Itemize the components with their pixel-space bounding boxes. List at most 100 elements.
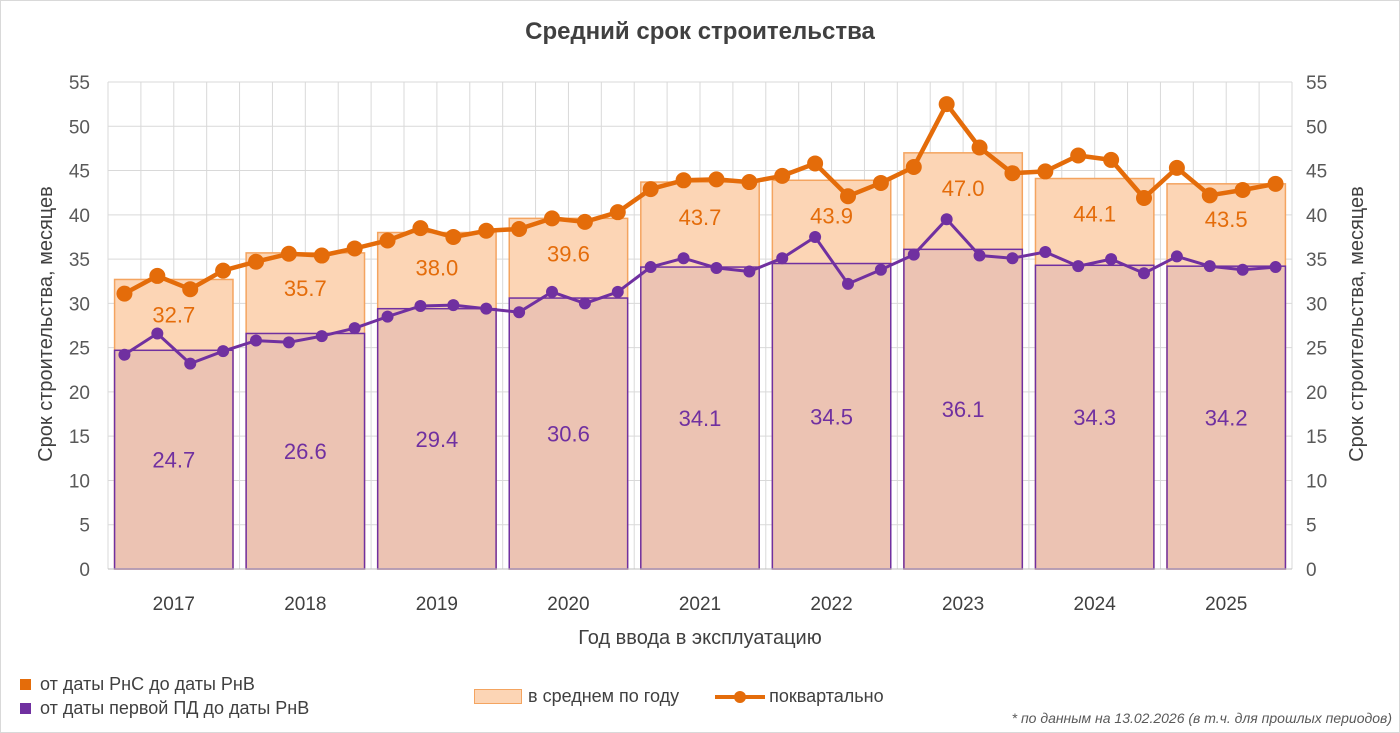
point-pd bbox=[217, 345, 230, 358]
series-lines bbox=[116, 96, 1284, 370]
point-rns bbox=[412, 220, 429, 237]
y-tick-label-left: 0 bbox=[79, 560, 90, 581]
x-tick-label: 2017 bbox=[153, 594, 195, 615]
y-tick-label-left: 15 bbox=[69, 427, 90, 448]
x-tick-label: 2018 bbox=[284, 594, 326, 615]
legend-types: в среднем по году поквартально bbox=[474, 686, 884, 707]
x-tick-label: 2019 bbox=[416, 594, 458, 615]
point-rns bbox=[1136, 189, 1152, 206]
data-labels: 32.7 24.7 35.7 26.6 38.0 29.4 39.6 30.6 43.7 34.1… bbox=[152, 176, 1247, 473]
legend-label-bars: в среднем по году bbox=[528, 686, 680, 706]
x-tick-label: 2025 bbox=[1205, 594, 1247, 615]
point-pd bbox=[710, 261, 723, 274]
data-label-rns: 43.7 bbox=[679, 205, 722, 230]
orange-square-icon bbox=[20, 678, 31, 690]
bar-pd-annual bbox=[245, 332, 366, 570]
point-pd bbox=[1236, 263, 1249, 276]
bar-pd-annual bbox=[376, 307, 497, 570]
data-label-rns: 43.5 bbox=[1205, 207, 1248, 232]
y-tick-label-left: 40 bbox=[69, 206, 90, 227]
data-label-pd: 34.2 bbox=[1205, 406, 1248, 431]
y-tick-label-right: 5 bbox=[1306, 516, 1317, 537]
point-pd bbox=[315, 330, 328, 343]
point-rns bbox=[1168, 159, 1185, 176]
point-rns bbox=[642, 181, 659, 198]
point-pd bbox=[842, 277, 854, 290]
point-pd bbox=[118, 348, 131, 361]
point-rns bbox=[774, 167, 791, 184]
data-label-pd: 26.6 bbox=[284, 439, 327, 464]
bar-pd-annual bbox=[1034, 264, 1155, 570]
point-rns bbox=[445, 228, 462, 245]
data-label-rns: 38.0 bbox=[415, 256, 458, 281]
point-pd bbox=[348, 322, 361, 335]
point-pd bbox=[282, 336, 295, 349]
point-pd bbox=[644, 261, 657, 274]
point-rns bbox=[905, 159, 922, 176]
point-rns bbox=[215, 262, 232, 279]
point-pd bbox=[874, 263, 887, 276]
point-pd bbox=[907, 248, 920, 261]
point-pd bbox=[184, 357, 197, 370]
point-pd bbox=[447, 299, 460, 312]
bar-swatch-icon bbox=[474, 689, 522, 704]
y-tick-label-right: 50 bbox=[1306, 117, 1327, 138]
y-tick-label-left: 35 bbox=[69, 250, 90, 271]
y-tick-label-right: 55 bbox=[1306, 73, 1327, 94]
data-label-rns: 43.9 bbox=[810, 203, 853, 228]
y-tick-label-left: 45 bbox=[69, 162, 90, 183]
data-label-rns: 47.0 bbox=[942, 176, 985, 201]
point-rns bbox=[1103, 151, 1120, 168]
point-pd bbox=[1203, 260, 1216, 273]
point-rns bbox=[872, 174, 889, 191]
point-pd bbox=[743, 265, 756, 278]
point-rns bbox=[544, 210, 560, 227]
bar-pd-annual bbox=[640, 266, 760, 570]
y-tick-label-right: 0 bbox=[1306, 560, 1317, 581]
legend-series: от даты РнС до даты РнВ от даты первой П… bbox=[20, 672, 309, 720]
point-rns bbox=[280, 245, 297, 262]
point-pd bbox=[809, 230, 822, 243]
point-rns bbox=[1267, 175, 1284, 192]
x-tick-label: 2023 bbox=[942, 594, 984, 615]
point-pd bbox=[513, 306, 526, 319]
x-tick-label: 2021 bbox=[679, 594, 721, 615]
legend-label-lines: поквартально bbox=[769, 686, 884, 706]
data-label-pd: 34.5 bbox=[810, 404, 853, 429]
y-tick-label-right: 30 bbox=[1306, 294, 1327, 315]
y-tick-label-left: 5 bbox=[79, 516, 90, 537]
point-pd bbox=[546, 285, 558, 298]
point-rns bbox=[116, 285, 133, 302]
y-tick-label-left: 10 bbox=[69, 471, 90, 492]
legend-item-rns: от даты РнС до даты РнВ bbox=[20, 672, 309, 696]
point-pd bbox=[578, 297, 591, 310]
bar-pd-annual bbox=[1166, 265, 1287, 570]
series-line-pd bbox=[1176, 254, 1276, 272]
point-rns bbox=[1201, 187, 1218, 204]
bar-pd-annual bbox=[113, 349, 234, 570]
point-rns bbox=[840, 188, 856, 205]
point-rns bbox=[576, 213, 593, 230]
point-rns bbox=[379, 232, 396, 249]
bar-pd-annual bbox=[903, 248, 1024, 570]
point-pd bbox=[414, 300, 427, 313]
data-label-rns: 32.7 bbox=[152, 302, 195, 327]
point-rns bbox=[511, 220, 528, 237]
y-tick-label-right: 10 bbox=[1306, 471, 1327, 492]
y-axis-label-right: Срок строительства, месяцев bbox=[1346, 186, 1368, 462]
point-pd bbox=[1072, 260, 1085, 273]
point-rns bbox=[675, 172, 692, 189]
point-pd bbox=[611, 285, 624, 298]
point-rns bbox=[1037, 163, 1054, 180]
x-axis-label: Год ввода в эксплуатацию bbox=[578, 627, 821, 649]
point-rns bbox=[248, 253, 264, 270]
chart-title: Средний срок строительства bbox=[525, 18, 875, 45]
point-rns bbox=[478, 222, 495, 239]
purple-square-icon bbox=[20, 702, 31, 714]
point-rns bbox=[971, 139, 988, 156]
point-rns bbox=[313, 247, 330, 264]
y-tick-label-right: 40 bbox=[1306, 206, 1327, 227]
point-pd bbox=[776, 252, 789, 265]
